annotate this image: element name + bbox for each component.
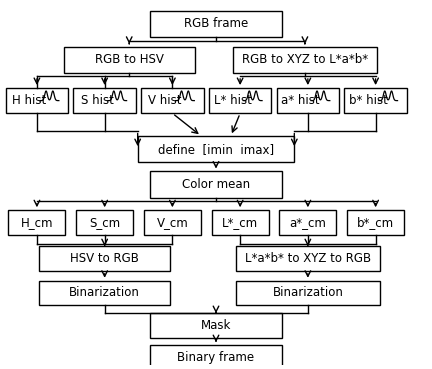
Bar	[150, 313, 282, 338]
Text: Color mean: Color mean	[182, 178, 250, 191]
Bar	[236, 281, 380, 305]
Bar	[236, 246, 380, 271]
Bar	[8, 210, 66, 235]
Bar	[6, 88, 68, 113]
Text: RGB to HSV: RGB to HSV	[95, 53, 164, 66]
Bar	[280, 210, 337, 235]
Text: V_cm: V_cm	[156, 216, 188, 229]
Text: V hist: V hist	[148, 94, 181, 107]
Bar	[150, 11, 282, 37]
Bar	[73, 88, 136, 113]
Bar	[39, 281, 170, 305]
Text: define  [imin  imax]: define [imin imax]	[158, 142, 274, 156]
Text: b* hist: b* hist	[349, 94, 388, 107]
Bar	[276, 88, 339, 113]
Text: L* hist: L* hist	[214, 94, 251, 107]
Text: Binarization: Binarization	[273, 286, 343, 300]
Text: RGB frame: RGB frame	[184, 17, 248, 30]
Bar	[150, 345, 282, 369]
Bar	[212, 210, 269, 235]
Bar	[39, 246, 170, 271]
Text: a*_cm: a*_cm	[289, 216, 326, 229]
Text: HSV to RGB: HSV to RGB	[70, 252, 139, 265]
Text: S_cm: S_cm	[89, 216, 120, 229]
Bar	[64, 47, 195, 73]
Bar	[76, 210, 133, 235]
Text: RGB to XYZ to L*a*b*: RGB to XYZ to L*a*b*	[242, 53, 368, 66]
Text: H hist: H hist	[12, 94, 47, 107]
Bar	[141, 88, 204, 113]
Bar	[150, 172, 282, 197]
Bar	[209, 88, 271, 113]
Text: Binarization: Binarization	[69, 286, 140, 300]
Text: Mask: Mask	[201, 319, 231, 332]
Text: b*_cm: b*_cm	[357, 216, 394, 229]
Bar	[144, 210, 201, 235]
Text: L*a*b* to XYZ to RGB: L*a*b* to XYZ to RGB	[245, 252, 371, 265]
Text: Binary frame: Binary frame	[178, 351, 254, 364]
Text: a* hist: a* hist	[281, 94, 320, 107]
Bar	[138, 136, 294, 162]
Text: S hist: S hist	[81, 94, 114, 107]
Bar	[233, 47, 377, 73]
Text: L*_cm: L*_cm	[222, 216, 258, 229]
Text: H_cm: H_cm	[21, 216, 53, 229]
Bar	[344, 88, 407, 113]
Bar	[347, 210, 404, 235]
